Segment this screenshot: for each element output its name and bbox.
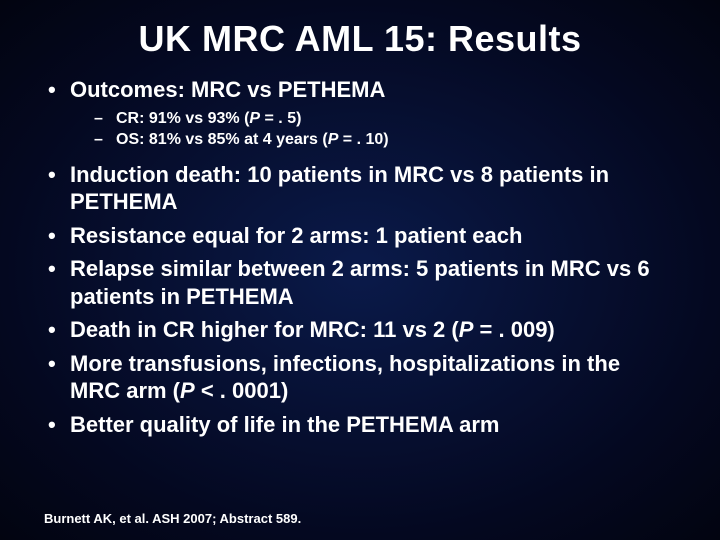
sub-bullet-cr: CR: 91% vs 93% (P = . 5): [70, 108, 676, 130]
sub-text-post: = . 5): [260, 110, 301, 127]
slide: UK MRC AML 15: Results Outcomes: MRC vs …: [0, 0, 720, 540]
bullet-death-in-cr: Death in CR higher for MRC: 11 vs 2 (P =…: [44, 316, 676, 344]
italic-p: P: [459, 317, 474, 342]
bullet-list: Outcomes: MRC vs PETHEMA CR: 91% vs 93% …: [44, 76, 676, 438]
bullet-resistance: Resistance equal for 2 arms: 1 patient e…: [44, 222, 676, 250]
sub-text-pre: OS: 81% vs 85% at 4 years (: [116, 131, 328, 148]
slide-title: UK MRC AML 15: Results: [44, 18, 676, 60]
bullet-text: Resistance equal for 2 arms: 1 patient e…: [70, 223, 522, 248]
bullet-text: Induction death: 10 patients in MRC vs 8…: [70, 162, 609, 215]
bullet-transfusions: More transfusions, infections, hospitali…: [44, 350, 676, 405]
bullet-text: Outcomes: MRC vs PETHEMA: [70, 77, 385, 102]
italic-p: P: [328, 131, 339, 148]
bullet-text-post: = . 009): [473, 317, 554, 342]
bullet-text-pre: Death in CR higher for MRC: 11 vs 2 (: [70, 317, 459, 342]
bullet-text: Better quality of life in the PETHEMA ar…: [70, 412, 499, 437]
citation: Burnett AK, et al. ASH 2007; Abstract 58…: [44, 511, 301, 526]
bullet-outcomes: Outcomes: MRC vs PETHEMA CR: 91% vs 93% …: [44, 76, 676, 151]
italic-p: P: [249, 110, 260, 127]
bullet-induction-death: Induction death: 10 patients in MRC vs 8…: [44, 161, 676, 216]
sub-bullet-os: OS: 81% vs 85% at 4 years (P = . 10): [70, 129, 676, 151]
italic-p: P: [180, 378, 195, 403]
sub-text-post: = . 10): [338, 131, 388, 148]
bullet-text-post: < . 0001): [195, 378, 289, 403]
bullet-qol: Better quality of life in the PETHEMA ar…: [44, 411, 676, 439]
bullet-text: Relapse similar between 2 arms: 5 patien…: [70, 256, 650, 309]
bullet-text-pre: More transfusions, infections, hospitali…: [70, 351, 620, 404]
sub-bullet-list: CR: 91% vs 93% (P = . 5) OS: 81% vs 85% …: [70, 108, 676, 151]
bullet-relapse: Relapse similar between 2 arms: 5 patien…: [44, 255, 676, 310]
sub-text-pre: CR: 91% vs 93% (: [116, 110, 249, 127]
